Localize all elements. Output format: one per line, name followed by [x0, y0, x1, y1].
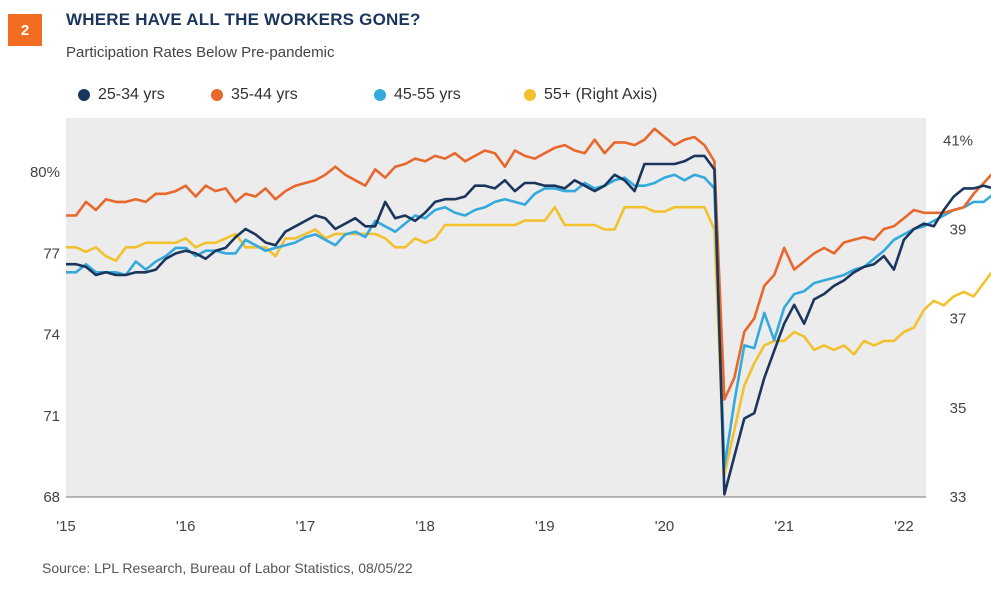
- legend-item-45-55: 45-55 yrs: [374, 86, 461, 104]
- right-y-tick-label: 35: [950, 400, 967, 417]
- series-layer: [66, 127, 991, 496]
- legend-dot-55-plus: [524, 89, 536, 101]
- legend-dot-45-55: [374, 89, 386, 101]
- x-tick-label: '19: [535, 518, 555, 535]
- legend-item-35-44: 35-44 yrs: [211, 86, 298, 104]
- chart-subtitle: Participation Rates Below Pre-pandemic: [66, 44, 335, 61]
- tick-layer: '15 '16 '17 '18 '19 '20 '21 '22 68 71 74 77 80% 33 35 3…: [30, 132, 973, 535]
- figure-number-badge: 2: [8, 14, 42, 46]
- legend-item-25-34: 25-34 yrs: [78, 86, 165, 104]
- x-tick-label: '21: [774, 518, 794, 535]
- x-tick-label: '22: [894, 518, 914, 535]
- legend-item-55-plus: 55+ (Right Axis): [524, 86, 657, 104]
- series-line-45-55-yrs: [66, 173, 991, 469]
- right-y-tick-label: 33: [950, 489, 967, 506]
- left-y-tick-label: 68: [43, 489, 60, 506]
- x-tick-label: '20: [655, 518, 675, 535]
- plot-area: [66, 118, 926, 497]
- series-line-35-44-yrs: [66, 127, 991, 401]
- chart-title: WHERE HAVE ALL THE WORKERS GONE?: [66, 10, 421, 29]
- right-y-tick-label: 41%: [943, 132, 973, 149]
- legend-label-55-plus: 55+ (Right Axis): [544, 86, 658, 103]
- left-y-tick-label: 74: [43, 327, 60, 344]
- series-line-55-right-axis: [66, 205, 991, 477]
- legend-label-35-44: 35-44 yrs: [231, 86, 298, 103]
- x-tick-label: '15: [56, 518, 76, 535]
- legend-dot-35-44: [211, 89, 223, 101]
- left-y-tick-label: 71: [43, 408, 60, 425]
- x-tick-label: '17: [296, 518, 316, 535]
- x-tick-label: '16: [176, 518, 196, 535]
- source-note: Source: LPL Research, Bureau of Labor St…: [42, 560, 413, 576]
- legend-dot-25-34: [78, 89, 90, 101]
- x-tick-label: '18: [415, 518, 435, 535]
- series-line-25-34-yrs: [66, 154, 991, 496]
- right-y-tick-label: 39: [950, 221, 967, 238]
- left-y-tick-label: 77: [43, 245, 60, 262]
- chart-legend: 25-34 yrs 35-44 yrs 45-55 yrs 55+ (Right…: [78, 86, 698, 108]
- left-y-tick-label: 80%: [30, 164, 60, 181]
- legend-label-45-55: 45-55 yrs: [394, 86, 461, 103]
- right-y-tick-label: 37: [950, 311, 967, 328]
- legend-label-25-34: 25-34 yrs: [98, 86, 165, 103]
